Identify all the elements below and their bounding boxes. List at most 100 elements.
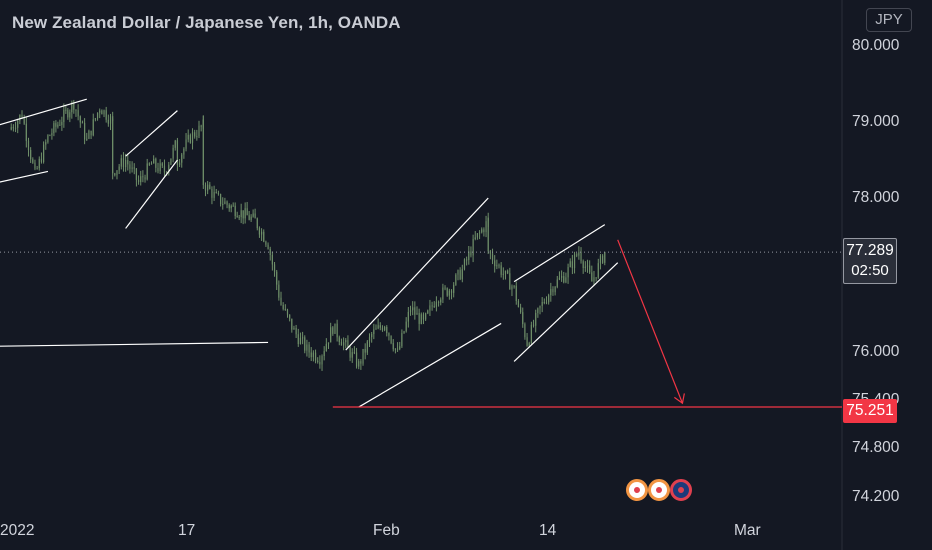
candle-body bbox=[282, 304, 284, 309]
candle-body bbox=[483, 229, 485, 233]
candle-body bbox=[386, 326, 388, 334]
candle-body bbox=[502, 273, 504, 275]
candle-body bbox=[191, 132, 194, 143]
candle-body bbox=[524, 324, 526, 338]
candle-body bbox=[238, 217, 240, 219]
candle-body bbox=[181, 154, 183, 163]
candle-body bbox=[71, 102, 73, 113]
candle-body bbox=[198, 125, 200, 137]
candle-body bbox=[226, 201, 228, 205]
candle-body bbox=[535, 312, 537, 326]
candle-body bbox=[135, 168, 138, 180]
target-price-label: 75.251 bbox=[843, 399, 897, 423]
candle-body bbox=[444, 287, 446, 289]
candle-body bbox=[487, 218, 489, 252]
candle-body bbox=[314, 352, 317, 361]
candle-body bbox=[569, 261, 571, 268]
candle-body bbox=[364, 348, 366, 353]
candle-body bbox=[526, 337, 528, 346]
candle-body bbox=[166, 172, 168, 174]
candle-body bbox=[63, 109, 65, 122]
candle-body bbox=[431, 305, 433, 307]
y-tick-label: 78.000 bbox=[852, 189, 900, 206]
candle-body bbox=[242, 210, 244, 219]
candle-body bbox=[211, 188, 213, 198]
candle-body bbox=[280, 297, 282, 305]
candle-body bbox=[240, 210, 242, 218]
candle-body bbox=[284, 308, 286, 310]
channel-line bbox=[358, 322, 502, 408]
candle-body bbox=[347, 340, 349, 348]
candle-body bbox=[155, 158, 157, 168]
candle-body bbox=[437, 301, 440, 303]
economic-event-icon[interactable] bbox=[670, 479, 692, 501]
candle-body bbox=[17, 120, 19, 128]
candle-body bbox=[10, 127, 12, 130]
candle-body bbox=[470, 251, 472, 256]
candle-body bbox=[88, 130, 90, 139]
candle-body bbox=[494, 260, 496, 267]
event-dot-icon bbox=[634, 487, 640, 493]
candle-body bbox=[567, 267, 569, 278]
candle-body bbox=[232, 205, 234, 207]
candle-body bbox=[312, 352, 314, 358]
candle-body bbox=[530, 324, 532, 344]
candle-body bbox=[204, 185, 207, 191]
candle-body bbox=[289, 314, 291, 319]
candle-body bbox=[61, 121, 63, 126]
target-arrow bbox=[617, 239, 684, 404]
candle-body bbox=[474, 237, 476, 240]
candle-body bbox=[528, 343, 530, 346]
economic-event-icon[interactable] bbox=[648, 479, 670, 501]
candle-body bbox=[276, 271, 278, 285]
y-tick-label: 79.000 bbox=[852, 113, 900, 130]
candle-body bbox=[125, 160, 127, 168]
candle-body bbox=[53, 123, 55, 134]
candle-body bbox=[174, 140, 176, 148]
candle-body bbox=[112, 116, 114, 120]
candle-body bbox=[552, 289, 554, 293]
candle-body bbox=[21, 114, 23, 119]
candle-body bbox=[476, 233, 479, 238]
economic-event-icon[interactable] bbox=[626, 479, 648, 501]
candle-body bbox=[317, 360, 319, 362]
candle-body bbox=[435, 301, 438, 307]
candle-body bbox=[295, 327, 297, 335]
candle-body bbox=[498, 265, 500, 267]
candle-body bbox=[14, 127, 17, 129]
candle-body bbox=[500, 265, 502, 275]
candle-body bbox=[75, 109, 77, 111]
candle-body bbox=[595, 277, 597, 279]
candle-body bbox=[409, 310, 412, 312]
candle-body bbox=[407, 311, 409, 322]
candle-body bbox=[321, 356, 323, 365]
candle-body bbox=[433, 306, 435, 308]
candle-body bbox=[390, 335, 392, 344]
candle-body bbox=[461, 269, 463, 280]
candle-body bbox=[176, 144, 179, 166]
candle-body bbox=[258, 228, 261, 235]
candle-body bbox=[236, 215, 238, 218]
candle-body bbox=[116, 170, 118, 176]
x-tick-label: Mar bbox=[734, 522, 761, 539]
channel-line bbox=[513, 262, 619, 362]
candle-body bbox=[558, 277, 561, 280]
candle-body bbox=[550, 289, 552, 296]
candle-body bbox=[429, 305, 431, 311]
candle-body bbox=[511, 286, 513, 290]
candle-body bbox=[504, 270, 507, 274]
candle-body bbox=[573, 254, 576, 269]
candle-body bbox=[79, 116, 81, 123]
candle-body bbox=[250, 216, 252, 220]
candle-body bbox=[144, 177, 146, 180]
candle-body bbox=[358, 361, 360, 367]
candle-body bbox=[517, 300, 520, 308]
currency-badge[interactable]: JPY bbox=[866, 8, 912, 32]
candle-body bbox=[323, 351, 325, 357]
candle-body bbox=[582, 261, 584, 268]
candle-body bbox=[189, 134, 191, 143]
candle-body bbox=[496, 265, 498, 267]
candle-body bbox=[114, 173, 116, 176]
candle-body bbox=[384, 326, 386, 331]
